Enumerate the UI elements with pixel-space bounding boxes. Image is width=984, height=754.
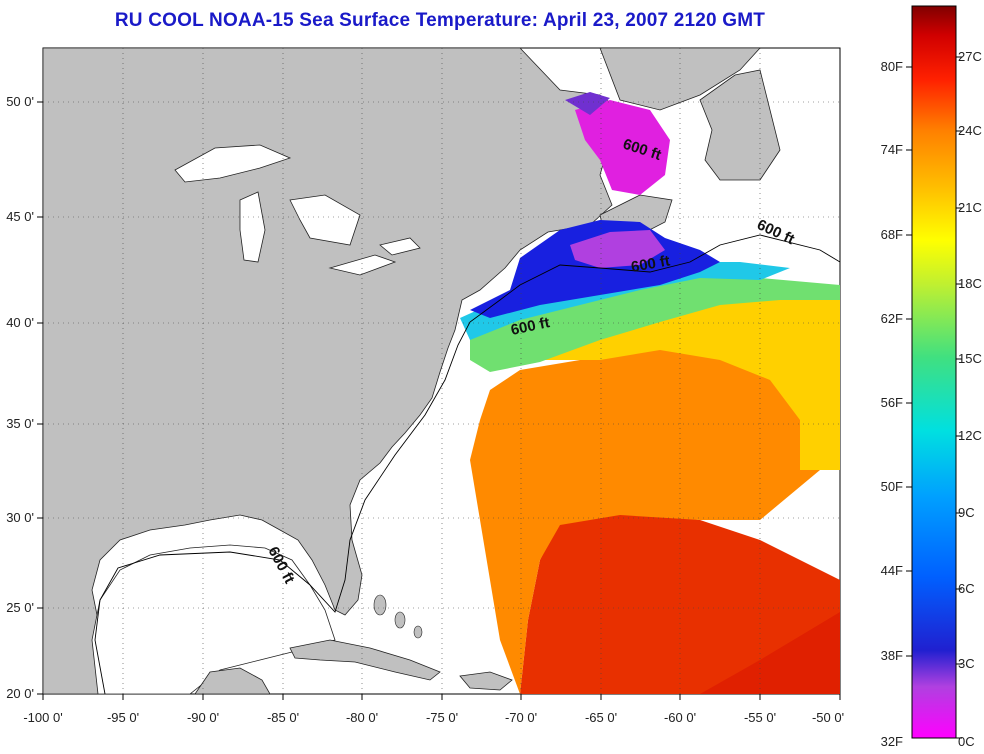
lat-tick-labels: 20 0' 25 0' 30 0' 35 0' 40 0' 45 0' 50 0… <box>6 94 34 701</box>
lon-tick-label: -90 0' <box>187 710 219 725</box>
colorbar-f-label: 50F <box>881 479 903 494</box>
land-hispaniola <box>459 671 513 691</box>
sst-red-caribbean <box>700 612 840 694</box>
colorbar: 80F 74F 68F 62F 56F 50F 44F 38F 32F 27C … <box>881 5 982 749</box>
colorbar-f-label: 62F <box>881 311 903 326</box>
land-bahamas <box>373 594 423 639</box>
lon-tick-label: -100 0' <box>23 710 62 725</box>
lat-tick-label: 30 0' <box>6 510 34 525</box>
great-lakes <box>174 144 421 276</box>
lon-tick-label: -80 0' <box>346 710 378 725</box>
lon-tick-label: -75 0' <box>426 710 458 725</box>
colorbar-c-label: 9C <box>958 505 975 520</box>
colorbar-c-label: 12C <box>958 428 982 443</box>
lat-tick-label: 50 0' <box>6 94 34 109</box>
lon-tick-label: -95 0' <box>107 710 139 725</box>
lon-tick-label: -85 0' <box>267 710 299 725</box>
colorbar-f-label: 68F <box>881 227 903 242</box>
colorbar-celsius-labels: 27C 24C 21C 18C 15C 12C 9C 6C 3C 0C <box>958 49 982 749</box>
colorbar-c-label: 27C <box>958 49 982 64</box>
frame-ticks <box>37 101 841 700</box>
isobath-600ft <box>94 234 840 694</box>
lat-tick-label: 20 0' <box>6 686 34 701</box>
colorbar-c-label: 21C <box>958 200 982 215</box>
sst-purple-fundy <box>570 230 665 268</box>
colorbar-c-label: 15C <box>958 351 982 366</box>
colorbar-c-label: 0C <box>958 734 975 749</box>
colorbar-c-label: 6C <box>958 581 975 596</box>
lat-tick-label: 35 0' <box>6 416 34 431</box>
lon-tick-label: -50 0' <box>812 710 844 725</box>
sst-green <box>470 275 840 372</box>
isobath-label: 600 ft <box>630 252 672 276</box>
colorbar-c-label: 3C <box>958 656 975 671</box>
lon-tick-labels: -100 0' -95 0' -90 0' -85 0' -80 0' -75 … <box>23 710 844 725</box>
colorbar-c-label: 18C <box>958 276 982 291</box>
colorbar-f-label: 32F <box>881 734 903 749</box>
colorbar-gradient <box>911 5 957 739</box>
lon-tick-label: -55 0' <box>744 710 776 725</box>
lat-tick-label: 25 0' <box>6 600 34 615</box>
lon-tick-label: -65 0' <box>585 710 617 725</box>
gulf-of-mexico <box>91 544 336 694</box>
sst-orange <box>470 345 820 694</box>
lon-tick-label: -60 0' <box>664 710 696 725</box>
land-cuba <box>289 639 441 681</box>
sst-magenta-stlawrence <box>575 100 670 195</box>
lat-tick-label: 40 0' <box>6 315 34 330</box>
land-newfoundland <box>699 69 781 181</box>
colorbar-f-label: 74F <box>881 142 903 157</box>
map-title: RU COOL NOAA-15 Sea Surface Temperature:… <box>114 10 766 31</box>
colorbar-f-label: 80F <box>881 59 903 74</box>
colorbar-f-label: 38F <box>881 648 903 663</box>
colorbar-f-label: 44F <box>881 563 903 578</box>
colorbar-c-label: 24C <box>958 123 982 138</box>
lat-tick-label: 45 0' <box>6 209 34 224</box>
sst-purple-estuary <box>565 92 610 115</box>
lon-tick-label: -70 0' <box>505 710 537 725</box>
land-yucatan <box>194 667 271 694</box>
colorbar-fahrenheit-labels: 80F 74F 68F 62F 56F 50F 44F 38F 32F <box>881 59 903 749</box>
colorbar-f-label: 56F <box>881 395 903 410</box>
